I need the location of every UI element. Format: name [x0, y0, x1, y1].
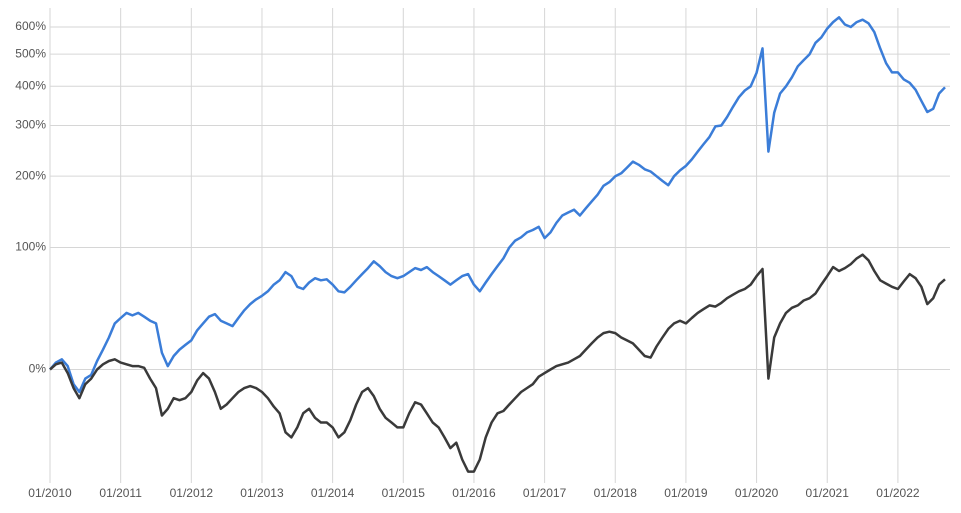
x-tick-label: 01/2020: [735, 486, 779, 500]
y-tick-label: 300%: [15, 118, 46, 132]
y-tick-label: 400%: [15, 78, 46, 92]
y-tick-label: 600%: [15, 19, 46, 33]
y-tick-label: 200%: [15, 168, 46, 182]
series-line: [49, 16, 946, 394]
x-tick-label: 01/2021: [806, 486, 850, 500]
x-tick-label: 01/2011: [99, 486, 142, 500]
x-tick-label: 01/2010: [28, 486, 72, 500]
x-tick-label: 01/2013: [240, 486, 284, 500]
x-tick-label: 01/2018: [594, 486, 638, 500]
x-tick-label: 01/2012: [170, 486, 214, 500]
x-tick-label: 01/2022: [876, 486, 920, 500]
x-tick-label: 01/2015: [382, 486, 426, 500]
x-tick-label: 01/2019: [664, 486, 708, 500]
y-tick-label: 100%: [15, 240, 46, 254]
series-line: [49, 253, 946, 473]
y-tick-label: 0%: [29, 362, 47, 376]
y-tick-label: 500%: [15, 46, 46, 60]
x-tick-label: 01/2016: [452, 486, 496, 500]
x-tick-label: 01/2014: [311, 486, 355, 500]
x-tick-label: 01/2017: [523, 486, 567, 500]
